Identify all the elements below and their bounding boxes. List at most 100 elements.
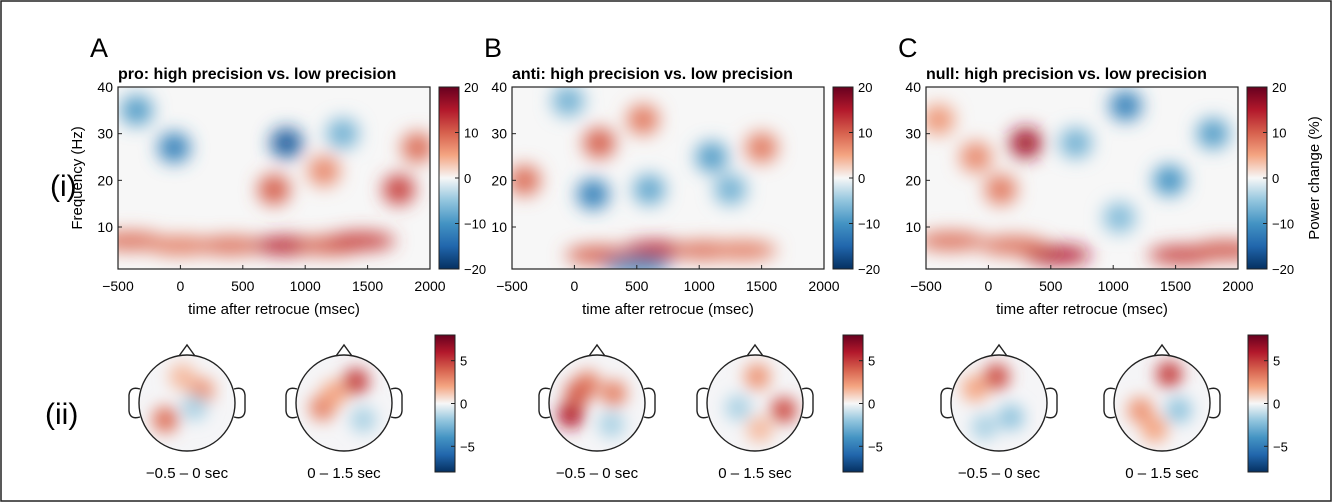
head-outline [548,354,646,452]
y-tick-label: 20 [905,172,921,188]
colorbar-tick-label: −20 [858,262,880,277]
heatmap-cell [326,118,359,149]
panel-title: pro: high precision vs. low precision [118,66,396,83]
heatmap-frame [511,86,825,270]
x-tick-label: 500 [231,278,255,294]
colorbar-tick-label: 10 [464,126,478,141]
heatmap-cell [270,128,303,158]
nose-icon [335,343,353,357]
heatmap-cell [401,132,430,163]
x-tick-label: −500 [910,278,942,294]
heatmap-cell [1059,128,1092,158]
colorbar-tick-label: 5 [460,354,467,369]
heatmap-cell [382,174,415,205]
heatmap-cell [577,179,610,210]
x-tick-label: 0 [177,278,185,294]
x-tick-label: 500 [625,278,649,294]
colorbar-tick-label: −10 [464,217,486,232]
heatmap-cell [327,232,396,250]
heatmap-cell [959,142,992,172]
x-tick-label: 0 [571,278,579,294]
topomap-label: −0.5 – 0 sec [146,465,229,482]
heatmap-cell [627,104,660,135]
y-axis-label: Frequency (Hz) [69,126,86,229]
right-ear-icon [390,387,403,419]
x-tick-label: 1500 [1160,278,1191,294]
colorbar-tick-label: −5 [1273,439,1288,454]
topomap: 0 – 1.5 sec [285,343,403,482]
scalp-patch [1165,397,1192,424]
heatmap-frame [117,86,431,270]
y-tick-label: 40 [905,79,921,95]
colorbar-tick-label: 20 [1272,80,1286,95]
topomap: 0 – 1.5 sec [696,343,814,482]
topomap-label: 0 – 1.5 sec [1125,465,1199,482]
colorbar-tick-label: 0 [464,171,471,186]
panel-letter: B [484,33,502,63]
x-tick-label: 1000 [684,278,715,294]
topomap: −0.5 – 0 sec [538,343,656,482]
heatmap-cell [146,236,215,255]
heatmap [512,87,824,269]
heatmap [118,87,430,269]
row-label-i: (i) [50,170,77,203]
colorbar-tick-label: 0 [858,171,865,186]
scalp-patch [1156,361,1183,388]
x-tick-label: 1500 [352,278,383,294]
panel-title: anti: high precision vs. low precision [512,66,793,83]
x-axis-label: time after retrocue (msec) [582,301,754,318]
panel-letter: C [898,33,918,63]
topomap-label: 0 – 1.5 sec [718,465,792,482]
head-outline [138,354,236,452]
heatmap-cell [1109,90,1142,121]
left-ear-icon [128,387,141,419]
x-tick-label: 1000 [290,278,321,294]
x-tick-label: 2000 [414,278,445,294]
heatmap-cell [714,174,747,205]
scalp-patch [744,363,771,390]
nose-icon [1153,343,1171,357]
heatmap-cell [120,95,153,126]
colorbar-tick-label: −10 [1272,217,1294,232]
heatmap-frame [925,86,1239,270]
heatmap-cell [708,241,777,260]
heatmap-cell [1103,202,1136,233]
panel-title: null: high precision vs. low precision [926,66,1207,83]
left-ear-icon [538,387,551,419]
y-tick-label: 40 [491,79,507,95]
x-axis-label: time after retrocue (msec) [996,301,1168,318]
heatmap [926,87,1238,269]
x-axis-label: time after retrocue (msec) [188,301,360,318]
colorbar-tick-label: −10 [858,217,880,232]
head-outline [950,354,1048,452]
heatmap-cell [307,156,340,186]
panel-letter: A [90,33,108,63]
topomap: 0 – 1.5 sec [1103,343,1221,482]
heatmap-background [512,87,824,269]
heatmap-cell [1197,118,1230,149]
right-ear-icon [801,387,814,419]
heatmap-cell [1153,165,1186,196]
scalp-patch [746,416,773,443]
heatmap-cell [745,132,778,163]
scalp-patch [1127,397,1154,424]
scalp-patch [983,363,1010,390]
heatmap-cell [512,165,541,196]
x-tick-label: 2000 [808,278,839,294]
colorbar-tick-label: 10 [1272,126,1286,141]
left-ear-icon [1103,387,1116,419]
left-ear-icon [696,387,709,419]
scalp-patch [343,368,369,395]
colorbar-tick-label: 0 [460,397,467,412]
topomap-label: −0.5 – 0 sec [556,465,639,482]
y-tick-label: 30 [97,126,113,142]
scalp-patch [962,375,988,402]
heatmap-cell [984,174,1017,205]
head-outline [295,354,393,452]
heatmap-cell [1009,128,1042,158]
scalp-patch [321,380,348,407]
head-outline [706,354,804,452]
